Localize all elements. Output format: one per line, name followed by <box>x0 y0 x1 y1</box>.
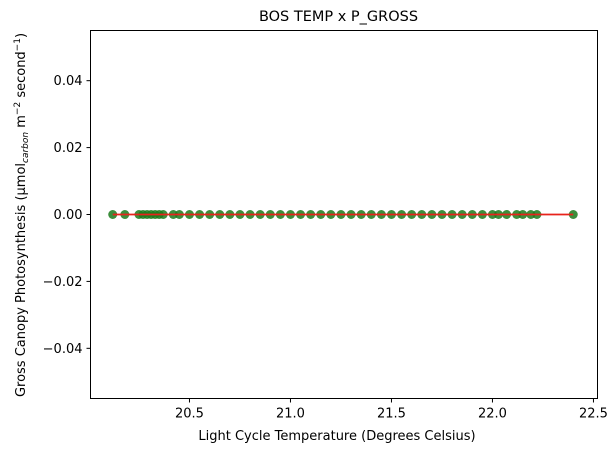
x-tick-label: 22.0 <box>478 407 507 422</box>
x-axis: 20.5 21.0 21.5 22.0 22.5 <box>175 398 608 422</box>
y-axis-label-subscript: carbon <box>21 132 31 163</box>
y-axis-label-suffix: ) <box>14 33 29 38</box>
y-tick-label: 0.04 <box>54 74 83 89</box>
y-tick-label: 0.02 <box>54 141 83 156</box>
y-axis-label-sup2: −1 <box>13 38 23 51</box>
x-tick-label: 21.0 <box>276 407 305 422</box>
y-axis-label-prefix: Gross Canopy Photosynthesis (µmol <box>14 163 29 397</box>
y-tick-label: 0.00 <box>54 208 83 223</box>
plot-area <box>108 210 578 219</box>
x-tick-label: 22.5 <box>579 407 608 422</box>
y-axis-label-mid: m <box>14 115 29 132</box>
y-axis: 0.04 0.02 0.00 −0.02 −0.04 <box>43 74 91 357</box>
x-tick-label: 21.5 <box>377 407 406 422</box>
x-tick-label: 20.5 <box>175 407 204 422</box>
y-axis-label-mid2: second <box>14 51 29 102</box>
x-axis-label: Light Cycle Temperature (Degrees Celsius… <box>198 429 475 444</box>
y-tick-label: −0.04 <box>43 342 83 357</box>
y-tick-label: −0.02 <box>43 275 83 290</box>
chart-title: BOS TEMP x P_GROSS <box>259 9 418 25</box>
y-axis-label: Gross Canopy Photosynthesis (µmolcarbon … <box>13 33 31 397</box>
y-axis-label-sup1: −2 <box>13 102 23 115</box>
